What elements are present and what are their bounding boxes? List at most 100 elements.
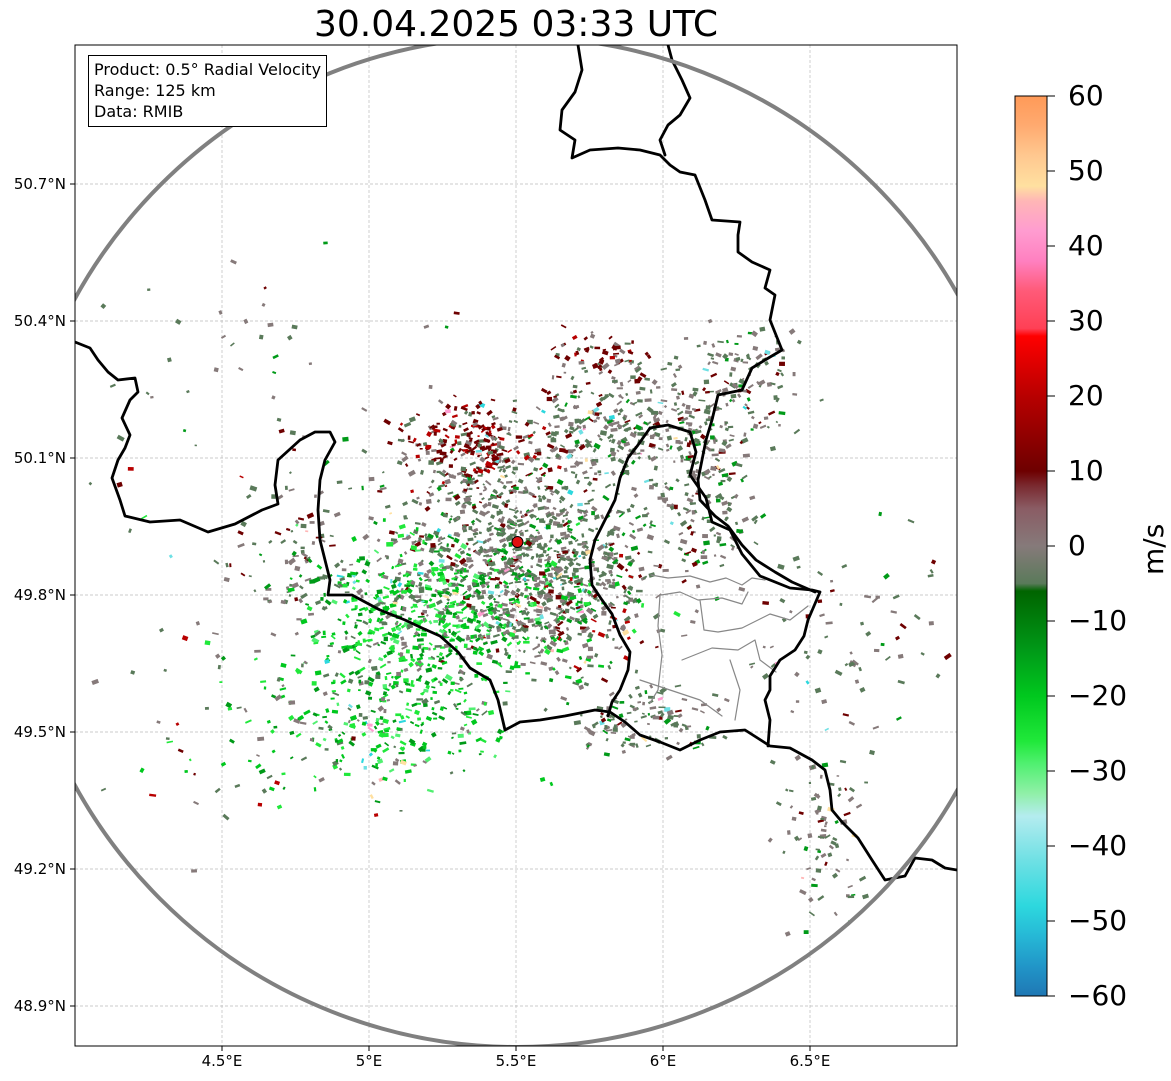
- echo-pixel: [537, 494, 542, 499]
- echo-pixel: [448, 604, 455, 608]
- echo-pixel: [498, 735, 503, 740]
- echo-pixel: [820, 817, 824, 820]
- echo-pixel: [390, 579, 393, 584]
- echo-pixel: [455, 614, 461, 620]
- echo-pixel: [594, 653, 599, 658]
- echo-pixel: [475, 737, 483, 743]
- echo-pixel: [337, 582, 344, 588]
- echo-pixel: [573, 664, 580, 670]
- echo-pixel: [324, 720, 329, 724]
- echo-pixel: [452, 615, 457, 619]
- echo-pixel: [546, 390, 552, 396]
- echo-pixel: [542, 595, 549, 601]
- echo-pixel: [573, 554, 577, 558]
- echo-pixel: [719, 424, 724, 429]
- echo-pixel: [558, 615, 564, 621]
- echo-pixel: [669, 486, 674, 491]
- echo-pixel: [336, 574, 344, 578]
- echo-pixel: [702, 534, 708, 539]
- echo-pixel: [587, 664, 594, 668]
- echo-pixel: [473, 635, 477, 639]
- echo-pixel: [650, 455, 657, 462]
- echo-pixel: [253, 657, 258, 661]
- echo-pixel: [514, 603, 522, 608]
- echo-pixel: [531, 513, 537, 519]
- echo-pixel: [576, 424, 582, 429]
- echo-pixel: [758, 421, 762, 425]
- echo-pixel: [803, 846, 809, 852]
- echo-pixel: [425, 749, 430, 752]
- echo-pixel: [551, 567, 558, 571]
- echo-pixel: [487, 575, 492, 580]
- echo-pixel: [382, 518, 386, 522]
- echo-pixel: [482, 483, 486, 486]
- echo-pixel: [480, 609, 487, 613]
- echo-pixel: [539, 614, 545, 620]
- echo-pixel: [321, 606, 327, 611]
- echo-pixel: [673, 436, 678, 440]
- echo-pixel: [389, 512, 393, 515]
- echo-pixel: [685, 404, 691, 410]
- radar-site-marker[interactable]: [511, 536, 524, 549]
- echo-pixel: [723, 697, 730, 703]
- echo-pixel: [594, 514, 600, 520]
- echo-pixel: [479, 492, 483, 496]
- echo-pixel: [622, 608, 627, 614]
- echo-pixel: [256, 754, 260, 757]
- echo-pixel: [839, 602, 843, 606]
- echo-pixel: [479, 445, 486, 451]
- echo-pixel: [418, 576, 423, 582]
- echo-pixel: [373, 596, 377, 600]
- echo-pixel: [472, 646, 480, 652]
- echo-pixel: [477, 435, 480, 437]
- echo-pixel: [560, 444, 566, 449]
- echo-pixel: [334, 739, 339, 743]
- echo-pixel: [334, 672, 339, 678]
- echo-pixel: [551, 515, 558, 521]
- echo-pixel: [509, 631, 516, 638]
- echo-pixel: [815, 868, 822, 873]
- echo-pixel: [510, 459, 516, 465]
- echo-pixel: [563, 565, 570, 571]
- echo-pixel: [832, 872, 839, 879]
- echo-pixel: [716, 464, 721, 470]
- echo-pixel: [852, 659, 859, 666]
- echo-pixel: [553, 488, 561, 495]
- echo-pixel: [322, 630, 326, 636]
- echo-pixel: [357, 630, 363, 637]
- echo-pixel: [600, 514, 605, 520]
- echo-pixel: [544, 506, 550, 510]
- echo-pixel: [775, 420, 779, 424]
- echo-pixel: [463, 567, 467, 573]
- echo-pixel: [453, 572, 458, 575]
- echo-pixel: [635, 390, 641, 395]
- echo-pixel: [873, 648, 880, 653]
- echo-pixel: [427, 576, 430, 579]
- echo-pixel: [433, 607, 440, 612]
- echo-pixel: [673, 610, 681, 618]
- echo-pixel: [327, 724, 333, 730]
- lat-label: 50.4°N: [13, 312, 66, 330]
- echo-pixel: [621, 749, 626, 754]
- echo-pixel: [483, 636, 487, 639]
- echo-pixel: [453, 563, 460, 567]
- echo-pixel: [820, 828, 827, 833]
- echo-pixel: [159, 627, 164, 633]
- echo-pixel: [463, 625, 470, 630]
- echo-pixel: [633, 493, 639, 499]
- echo-pixel: [509, 622, 513, 628]
- echo-pixel: [502, 623, 508, 628]
- echo-pixel: [433, 550, 440, 553]
- echo-pixel: [699, 433, 706, 440]
- echo-pixel: [847, 895, 855, 899]
- echo-pixel: [490, 514, 496, 520]
- echo-pixel: [585, 607, 594, 615]
- echo-pixel: [711, 343, 716, 348]
- echo-pixel: [479, 456, 486, 463]
- echo-pixel: [280, 662, 287, 668]
- echo-pixel: [634, 720, 638, 723]
- echo-pixel: [512, 555, 517, 559]
- echo-pixel: [412, 619, 417, 624]
- echo-pixel: [609, 601, 616, 607]
